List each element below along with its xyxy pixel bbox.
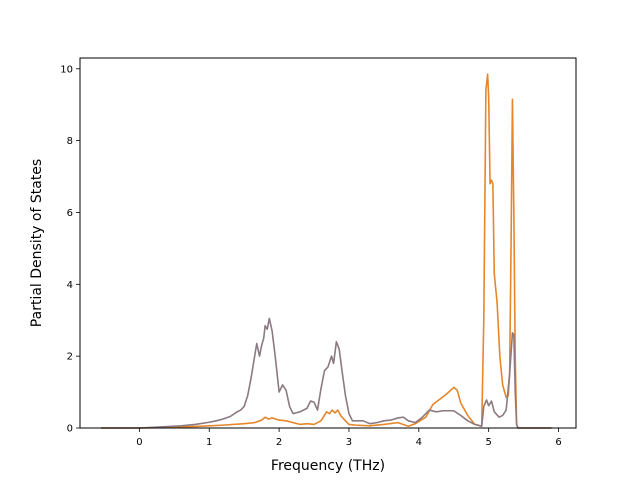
- y-tick-label: 4: [67, 280, 73, 291]
- x-tick-label: 2: [276, 437, 282, 448]
- y-tick-label: 8: [67, 136, 73, 147]
- y-axis-label: Partial Density of States: [29, 159, 45, 327]
- y-tick-label: 10: [60, 64, 73, 75]
- plot-frame: [79, 57, 577, 429]
- x-tick-label: 6: [555, 437, 561, 448]
- x-axis-label: Frequency (THz): [271, 458, 385, 474]
- x-tick-label: 3: [346, 437, 352, 448]
- x-axis-ticks: 0 1 2 3 4 5 6: [136, 428, 562, 448]
- series-line-2: [100, 317, 552, 429]
- y-tick-label: 0: [67, 424, 73, 435]
- series-layer: [100, 73, 552, 429]
- x-tick-label: 4: [416, 437, 422, 448]
- x-tick-label: 5: [485, 437, 491, 448]
- x-tick-label: 0: [136, 437, 142, 448]
- y-tick-label: 6: [67, 208, 73, 219]
- series-line-1: [100, 73, 552, 429]
- y-tick-label: 2: [67, 352, 73, 363]
- x-tick-label: 1: [206, 437, 212, 448]
- y-axis-ticks: 0 2 4 6 8 10: [60, 64, 80, 435]
